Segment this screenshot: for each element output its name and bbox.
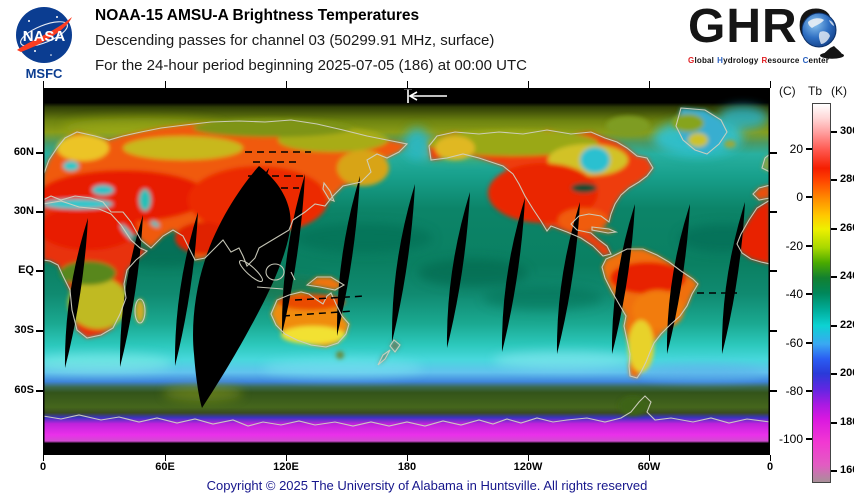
ghrc-tagline-word: Center bbox=[802, 56, 830, 65]
lat-tick-mark bbox=[36, 270, 43, 272]
lon-tick-label: 0 bbox=[766, 461, 774, 473]
colorbar-c-tick-label: -40 bbox=[785, 287, 803, 301]
nasa-logo-icon: NASA bbox=[16, 7, 72, 63]
lon-tick-label: 120W bbox=[513, 461, 543, 473]
colorbar-c-tick-mark bbox=[806, 438, 812, 440]
colorbar-k-tick-label: 200 bbox=[840, 367, 854, 379]
lon-tick-mark bbox=[164, 81, 166, 88]
colorbar-gradient bbox=[812, 103, 831, 483]
lon-tick-label: 180 bbox=[397, 461, 417, 473]
lon-tick-label: 120E bbox=[273, 461, 299, 473]
colorbar-k-tick-label: 280 bbox=[840, 173, 854, 185]
lat-tick-mark bbox=[770, 270, 777, 272]
scanline-artifacts bbox=[245, 151, 737, 317]
colorbar-k-tick-label: 240 bbox=[840, 270, 854, 282]
colorbar-c-tick-label: -80 bbox=[785, 384, 803, 398]
lon-tick-mark bbox=[527, 455, 529, 461]
lon-tick-mark bbox=[648, 455, 650, 461]
colorbar-c-tick-label: -100 bbox=[778, 432, 803, 446]
lon-tick-mark bbox=[406, 81, 408, 88]
lat-tick-mark bbox=[36, 152, 43, 154]
colorbar-k-tick-mark bbox=[831, 373, 837, 375]
colorbar-k-tick-mark bbox=[831, 325, 837, 327]
ghrc-tagline-word: Resource bbox=[761, 56, 800, 65]
msfc-label: MSFC bbox=[25, 66, 63, 81]
colorbar-k-tick-label: 260 bbox=[840, 222, 854, 234]
lon-tick-label: 0 bbox=[39, 461, 47, 473]
colorbar-k-tick-label: 160 bbox=[840, 464, 854, 476]
lat-tick-mark bbox=[36, 211, 43, 213]
colorbar-c-tick-label: -60 bbox=[785, 336, 803, 350]
page-title: NOAA-15 AMSU-A Brightness Temperatures bbox=[95, 7, 420, 24]
lat-tick-mark bbox=[770, 390, 777, 392]
colorbar-k-tick-mark bbox=[831, 179, 837, 181]
page-subtitle-channel: Descending passes for channel 03 (50299.… bbox=[95, 32, 495, 49]
colorbar-c-tick-mark bbox=[806, 390, 812, 392]
lon-tick-mark bbox=[42, 455, 44, 461]
lon-tick-mark bbox=[769, 455, 771, 461]
lon-tick-mark bbox=[406, 455, 408, 461]
colorbar-c-tick-mark bbox=[806, 196, 812, 198]
copyright-text: Copyright © 2025 The University of Alaba… bbox=[206, 478, 648, 493]
lon-tick-mark bbox=[527, 81, 529, 88]
lat-tick-mark bbox=[770, 211, 777, 213]
colorbar-c-tick-mark bbox=[806, 245, 812, 247]
colorbar-c-tick-mark bbox=[806, 342, 812, 344]
lat-tick-mark bbox=[36, 390, 43, 392]
lat-tick-mark bbox=[770, 152, 777, 154]
lon-tick-mark bbox=[648, 81, 650, 88]
svg-text:NASA: NASA bbox=[23, 28, 66, 45]
colorbar-c-tick-label: 0 bbox=[796, 190, 803, 204]
coastlines bbox=[43, 107, 770, 427]
map-frame bbox=[43, 88, 770, 455]
ghrc-letters: GHR bbox=[688, 0, 798, 53]
ghrc-tagline-word: Global bbox=[688, 56, 715, 65]
page-subtitle-period: For the 24-hour period beginning 2025-07… bbox=[95, 57, 527, 74]
colorbar-k-tick-mark bbox=[831, 131, 837, 133]
lon-tick-label: 60E bbox=[155, 461, 175, 473]
lon-tick-mark bbox=[769, 81, 771, 88]
lon-tick-label: 60W bbox=[637, 461, 661, 473]
colorbar-k-tick-label: 180 bbox=[840, 416, 854, 428]
colorbar-k-tick-mark bbox=[831, 276, 837, 278]
brightness-temperature-map bbox=[43, 88, 770, 455]
colorbar-c-tick-label: -20 bbox=[785, 239, 803, 253]
colorbar-k-tick-label: 300 bbox=[840, 125, 854, 137]
colorbar-k-tick-mark bbox=[831, 470, 837, 472]
colorbar-k-tick-label: 220 bbox=[840, 319, 854, 331]
lat-tick-label: 60N bbox=[13, 146, 34, 158]
lat-tick-mark bbox=[36, 330, 43, 332]
lon-tick-mark bbox=[42, 81, 44, 88]
colorbar-c-tick-mark bbox=[806, 293, 812, 295]
ghrc-tagline-word: Hydrology bbox=[717, 56, 759, 65]
swath-gaps bbox=[64, 166, 745, 408]
ghrc-globe-icon bbox=[801, 12, 844, 59]
colorbar-c-tick-label: 20 bbox=[789, 142, 803, 156]
colorbar-tb-header: Tb bbox=[808, 84, 823, 98]
lon-tick-mark bbox=[164, 455, 166, 461]
colorbar-celsius-header: (C) bbox=[779, 84, 796, 98]
colorbar-k-tick-mark bbox=[831, 422, 837, 424]
colorbar-c-tick-mark bbox=[806, 148, 812, 150]
lon-tick-mark bbox=[285, 81, 287, 88]
lat-tick-label: 60S bbox=[14, 384, 34, 396]
lon-tick-mark bbox=[285, 455, 287, 461]
lat-tick-label: 30S bbox=[14, 324, 34, 336]
ghrc-tagline: Global Hydrology Resource Center bbox=[688, 56, 854, 65]
lat-tick-label: EQ bbox=[18, 264, 34, 276]
colorbar-k-tick-mark bbox=[831, 228, 837, 230]
lat-tick-label: 30N bbox=[13, 205, 34, 217]
lat-tick-mark bbox=[770, 330, 777, 332]
colorbar-kelvin-header: (K) bbox=[831, 84, 847, 98]
